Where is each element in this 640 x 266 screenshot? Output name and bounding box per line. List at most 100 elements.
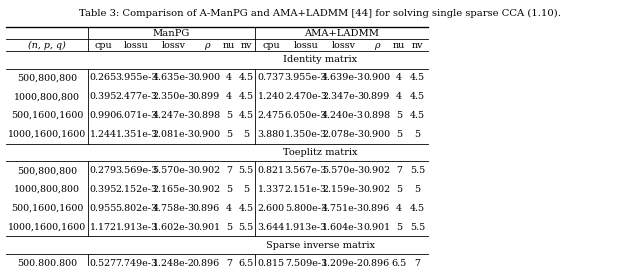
- Text: cpu: cpu: [94, 40, 112, 49]
- Text: 2.078e-3: 2.078e-3: [322, 130, 364, 139]
- Text: 1.602e-3: 1.602e-3: [152, 223, 195, 232]
- Text: 4.5: 4.5: [410, 92, 425, 101]
- Text: 4.758e-3: 4.758e-3: [152, 204, 195, 213]
- Text: 500,1600,1600: 500,1600,1600: [11, 111, 83, 120]
- Text: 500,800,800: 500,800,800: [17, 73, 77, 82]
- Text: 1.172: 1.172: [90, 223, 116, 232]
- Text: 4: 4: [396, 92, 402, 101]
- Text: 1.248e-2: 1.248e-2: [152, 259, 195, 266]
- Text: 1.240: 1.240: [257, 92, 285, 101]
- Text: 5.570e-3: 5.570e-3: [322, 166, 364, 175]
- Text: 0.815: 0.815: [257, 259, 285, 266]
- Text: lossu: lossu: [124, 40, 149, 49]
- Text: 5.5: 5.5: [238, 166, 253, 175]
- Text: 0.900: 0.900: [363, 130, 390, 139]
- Text: 5: 5: [396, 223, 402, 232]
- Text: 4.240e-3: 4.240e-3: [322, 111, 364, 120]
- Text: 4.639e-3: 4.639e-3: [322, 73, 364, 82]
- Text: lossv: lossv: [332, 40, 355, 49]
- Text: 0.395: 0.395: [90, 92, 116, 101]
- Text: 4.5: 4.5: [239, 92, 253, 101]
- Text: 4.5: 4.5: [410, 111, 425, 120]
- Text: 0.898: 0.898: [363, 111, 390, 120]
- Text: 5: 5: [396, 111, 402, 120]
- Text: (n, p, q): (n, p, q): [28, 40, 66, 49]
- Text: 2.600: 2.600: [257, 204, 285, 213]
- Text: 7: 7: [396, 166, 402, 175]
- Text: 5.5: 5.5: [410, 166, 425, 175]
- Text: 1.209e-2: 1.209e-2: [322, 259, 364, 266]
- Text: 4: 4: [226, 204, 232, 213]
- Text: 0.902: 0.902: [363, 166, 390, 175]
- Text: 0.395: 0.395: [90, 185, 116, 194]
- Text: 7.509e-3: 7.509e-3: [285, 259, 327, 266]
- Text: 5: 5: [396, 185, 402, 194]
- Text: 0.899: 0.899: [363, 92, 390, 101]
- Text: lossv: lossv: [161, 40, 186, 49]
- Text: ManPG: ManPG: [153, 29, 190, 38]
- Text: 0.901: 0.901: [193, 223, 220, 232]
- Text: 0.898: 0.898: [193, 111, 220, 120]
- Text: 4.5: 4.5: [239, 73, 253, 82]
- Text: 0.900: 0.900: [193, 130, 220, 139]
- Text: Table 3: Comparison of A-ManPG and AMA+LADMM [44] for solving single sparse CCA : Table 3: Comparison of A-ManPG and AMA+L…: [79, 9, 561, 18]
- Text: 1.913e-3: 1.913e-3: [115, 223, 157, 232]
- Text: 5.570e-3: 5.570e-3: [152, 166, 195, 175]
- Text: 5.802e-3: 5.802e-3: [115, 204, 157, 213]
- Text: 1.604e-3: 1.604e-3: [322, 223, 364, 232]
- Text: ρ: ρ: [374, 40, 380, 49]
- Text: 1.244: 1.244: [90, 130, 116, 139]
- Text: 0.901: 0.901: [363, 223, 390, 232]
- Text: 0.990: 0.990: [90, 111, 116, 120]
- Text: cpu: cpu: [262, 40, 280, 49]
- Text: 0.527: 0.527: [90, 259, 116, 266]
- Text: 2.470e-3: 2.470e-3: [285, 92, 327, 101]
- Text: AMA+LADMM: AMA+LADMM: [304, 29, 379, 38]
- Text: 1000,1600,1600: 1000,1600,1600: [8, 223, 86, 232]
- Text: 4.5: 4.5: [239, 204, 253, 213]
- Text: 4: 4: [396, 73, 402, 82]
- Text: 5.5: 5.5: [410, 223, 425, 232]
- Text: 4.5: 4.5: [410, 204, 425, 213]
- Text: 2.165e-3: 2.165e-3: [152, 185, 195, 194]
- Text: 6.071e-3: 6.071e-3: [115, 111, 157, 120]
- Text: 2.350e-3: 2.350e-3: [152, 92, 195, 101]
- Text: 2.159e-3: 2.159e-3: [322, 185, 364, 194]
- Text: nv: nv: [412, 40, 423, 49]
- Text: 1.337: 1.337: [257, 185, 285, 194]
- Text: 4.751e-3: 4.751e-3: [322, 204, 364, 213]
- Text: 2.477e-3: 2.477e-3: [116, 92, 157, 101]
- Text: 3.955e-3: 3.955e-3: [285, 73, 327, 82]
- Text: 6.5: 6.5: [238, 259, 253, 266]
- Text: 0.279: 0.279: [90, 166, 116, 175]
- Text: 5: 5: [226, 111, 232, 120]
- Text: 1000,800,800: 1000,800,800: [14, 185, 80, 194]
- Text: 1.351e-3: 1.351e-3: [115, 130, 157, 139]
- Text: 5: 5: [415, 185, 420, 194]
- Text: 0.902: 0.902: [363, 185, 390, 194]
- Text: 2.152e-3: 2.152e-3: [115, 185, 157, 194]
- Text: 6.5: 6.5: [392, 259, 406, 266]
- Text: 0.902: 0.902: [193, 185, 220, 194]
- Text: 0.265: 0.265: [90, 73, 116, 82]
- Text: 5: 5: [226, 223, 232, 232]
- Text: 0.900: 0.900: [193, 73, 220, 82]
- Text: 5: 5: [243, 130, 249, 139]
- Text: 3.644: 3.644: [257, 223, 285, 232]
- Text: 5: 5: [226, 130, 232, 139]
- Text: 3.567e-3: 3.567e-3: [285, 166, 327, 175]
- Text: 3.955e-3: 3.955e-3: [115, 73, 158, 82]
- Text: 0.896: 0.896: [363, 259, 390, 266]
- Text: 2.475: 2.475: [257, 111, 285, 120]
- Text: 0.955: 0.955: [90, 204, 116, 213]
- Text: 500,800,800: 500,800,800: [17, 166, 77, 175]
- Text: 4.5: 4.5: [239, 111, 253, 120]
- Text: 4.247e-3: 4.247e-3: [152, 111, 195, 120]
- Text: 0.900: 0.900: [363, 73, 390, 82]
- Text: 1.350e-3: 1.350e-3: [285, 130, 327, 139]
- Text: 2.081e-3: 2.081e-3: [152, 130, 195, 139]
- Text: 6.050e-3: 6.050e-3: [285, 111, 327, 120]
- Text: nu: nu: [223, 40, 235, 49]
- Text: nu: nu: [393, 40, 405, 49]
- Text: Toeplitz matrix: Toeplitz matrix: [283, 148, 357, 157]
